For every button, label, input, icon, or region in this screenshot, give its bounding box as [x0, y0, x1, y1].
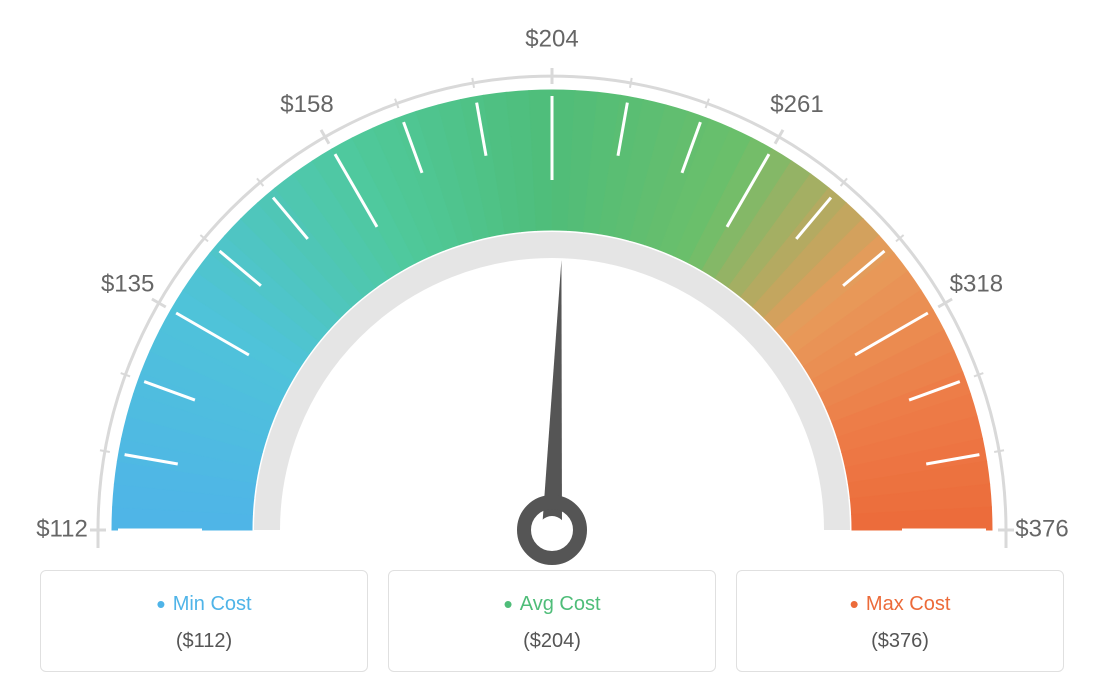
svg-text:$261: $261 — [770, 91, 823, 118]
gauge-chart: $112 $135 $158 $204 $261 $318 $376 — [0, 0, 1104, 570]
svg-text:$135: $135 — [101, 270, 154, 297]
legend-value-avg: ($204) — [399, 630, 705, 653]
svg-text:$204: $204 — [525, 25, 578, 52]
legend-card-min: Min Cost ($112) — [40, 570, 368, 672]
svg-text:$318: $318 — [950, 270, 1003, 297]
legend-label-min: Min Cost — [51, 589, 357, 620]
legend-card-max: Max Cost ($376) — [736, 570, 1064, 672]
legend-label-max: Max Cost — [747, 589, 1053, 620]
legend-card-avg: Avg Cost ($204) — [388, 570, 716, 672]
legend-value-max: ($376) — [747, 630, 1053, 653]
svg-text:$376: $376 — [1015, 515, 1068, 542]
legend-label-avg: Avg Cost — [399, 589, 705, 620]
legend-row: Min Cost ($112) Avg Cost ($204) Max Cost… — [0, 570, 1104, 672]
gauge-svg: $112 $135 $158 $204 $261 $318 $376 — [0, 0, 1104, 570]
svg-text:$158: $158 — [280, 91, 333, 118]
legend-value-min: ($112) — [51, 630, 357, 653]
svg-text:$112: $112 — [36, 515, 88, 542]
